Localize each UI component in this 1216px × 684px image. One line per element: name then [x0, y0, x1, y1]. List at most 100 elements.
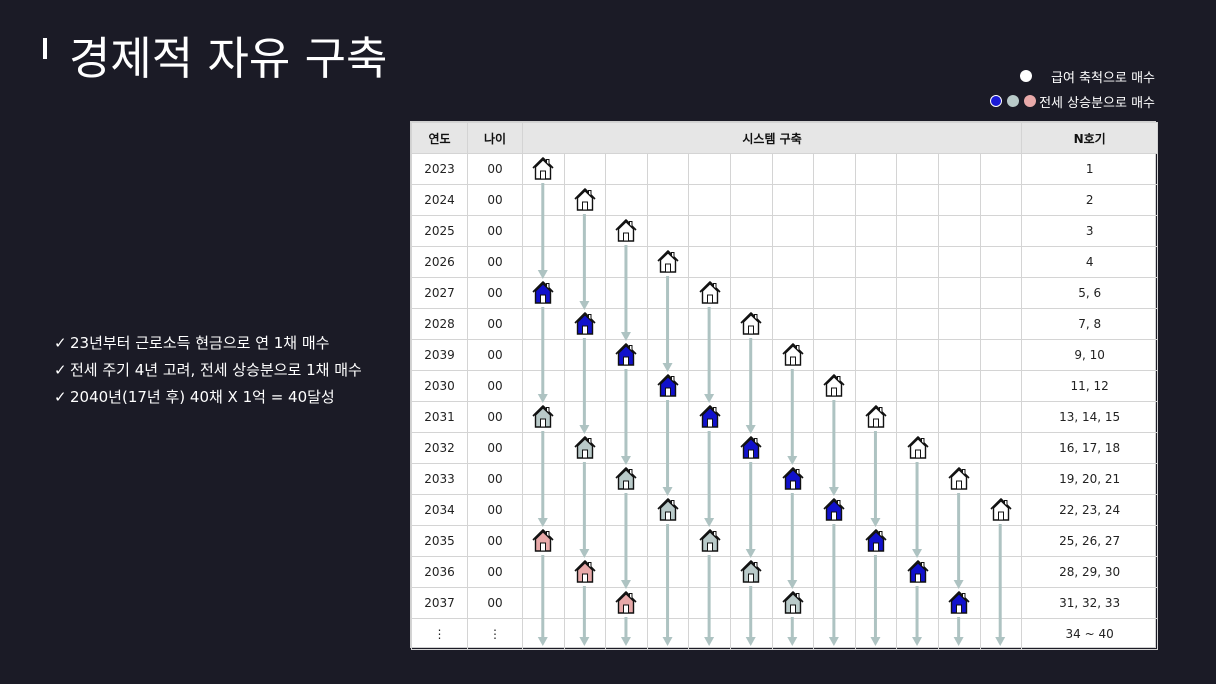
system-cell — [646, 215, 690, 247]
system-cell — [937, 308, 981, 340]
system-cell — [896, 339, 939, 371]
system-cell — [896, 153, 939, 185]
cell-count: 31, 32, 33 — [1021, 587, 1159, 619]
system-cell — [979, 494, 1023, 526]
system-cell — [937, 525, 981, 557]
system-cell — [896, 215, 939, 247]
cell-count: 25, 26, 27 — [1021, 525, 1159, 557]
title-accent-bar — [43, 38, 47, 59]
house-icon-pink — [606, 590, 647, 616]
system-cell — [646, 246, 690, 278]
system-cell — [771, 432, 815, 464]
house-icon-blue — [689, 404, 730, 430]
cell-year: 2031 — [411, 401, 468, 433]
system-cell — [563, 308, 607, 340]
system-cell — [605, 246, 648, 278]
cell-count: 1 — [1021, 153, 1159, 185]
system-cell — [646, 308, 690, 340]
legend-label-salary: 급여 축척으로 매수 — [1051, 70, 1155, 86]
system-cell — [896, 556, 939, 588]
system-cell — [522, 587, 565, 619]
system-cell — [605, 525, 648, 557]
system-cell — [522, 184, 565, 216]
system-cell — [563, 556, 607, 588]
system-cell — [646, 184, 690, 216]
system-cell — [729, 215, 773, 247]
system-cell — [896, 494, 939, 526]
system-cell — [813, 215, 856, 247]
system-cell — [522, 277, 565, 309]
system-cell — [979, 277, 1023, 309]
table-row: 2032 00 16, 17, 18 — [411, 432, 1159, 464]
system-cell — [771, 463, 815, 495]
system-cell — [646, 401, 690, 433]
system-cell — [937, 432, 981, 464]
bullet-item: ✓ 전세 주기 4년 고려, 전세 상승분으로 1채 매수 — [54, 357, 389, 384]
cell-age: 00 — [467, 587, 523, 619]
system-cell — [522, 556, 565, 588]
cell-age: 00 — [467, 463, 523, 495]
system-cell — [688, 153, 731, 185]
system-grid: 연도 나이 시스템 구축 N호기 2023 00 1 2024 00 2 2025 00 … — [411, 122, 1159, 650]
system-cell — [813, 339, 856, 371]
house-icon-blue — [939, 590, 980, 616]
system-cell — [937, 184, 981, 216]
system-cell — [896, 246, 939, 278]
house-icon-gray — [773, 590, 814, 616]
legend-dot-white — [1020, 70, 1033, 82]
system-cell — [563, 401, 607, 433]
system-cell — [646, 277, 690, 309]
system-cell — [937, 215, 981, 247]
system-cell — [813, 277, 856, 309]
system-cell — [522, 525, 565, 557]
system-cell — [688, 215, 731, 247]
cell-year: 2030 — [411, 370, 468, 402]
system-cell — [896, 525, 939, 557]
table-row: 2035 00 25, 26, 27 — [411, 525, 1159, 557]
system-cell — [813, 401, 856, 433]
house-icon-gray — [606, 466, 647, 492]
system-cell — [729, 618, 773, 650]
system-cell — [854, 463, 898, 495]
cell-age: 00 — [467, 525, 523, 557]
table-row: 2039 00 9, 10 — [411, 339, 1159, 371]
system-cell — [771, 587, 815, 619]
system-cell — [563, 525, 607, 557]
cell-count: 34 ~ 40 — [1021, 618, 1159, 650]
system-cell — [771, 494, 815, 526]
system-cell — [688, 494, 731, 526]
cell-count: 9, 10 — [1021, 339, 1159, 371]
cell-age: 00 — [467, 370, 523, 402]
system-cell — [854, 215, 898, 247]
system-cell — [605, 339, 648, 371]
bullet-item: ✓ 23년부터 근로소득 현금으로 연 1채 매수 — [54, 330, 389, 357]
system-cell — [896, 401, 939, 433]
system-cell — [729, 184, 773, 216]
system-cell — [688, 463, 731, 495]
cell-year: 2028 — [411, 308, 468, 340]
cell-year: 2025 — [411, 215, 468, 247]
system-cell — [937, 339, 981, 371]
cell-age: 00 — [467, 246, 523, 278]
table-row: 2027 00 5, 6 — [411, 277, 1159, 309]
legend-dot-pink — [1024, 95, 1037, 107]
system-cell — [688, 370, 731, 402]
system-cell — [563, 184, 607, 216]
system-cell — [522, 463, 565, 495]
system-cell — [813, 525, 856, 557]
cell-count: 5, 6 — [1021, 277, 1159, 309]
system-cell — [605, 463, 648, 495]
system-cell — [771, 308, 815, 340]
system-cell — [522, 432, 565, 464]
system-cell — [979, 215, 1023, 247]
system-cell — [937, 246, 981, 278]
system-cell — [522, 401, 565, 433]
house-icon-blue — [814, 497, 855, 523]
cell-age: 00 — [467, 153, 523, 185]
system-cell — [522, 153, 565, 185]
system-cell — [896, 587, 939, 619]
system-cell — [937, 463, 981, 495]
house-icon-blue — [565, 311, 606, 337]
table-row: 2037 00 31, 32, 33 — [411, 587, 1159, 619]
system-table: 연도 나이 시스템 구축 N호기 2023 00 1 2024 00 2 2025 00 … — [410, 121, 1159, 650]
